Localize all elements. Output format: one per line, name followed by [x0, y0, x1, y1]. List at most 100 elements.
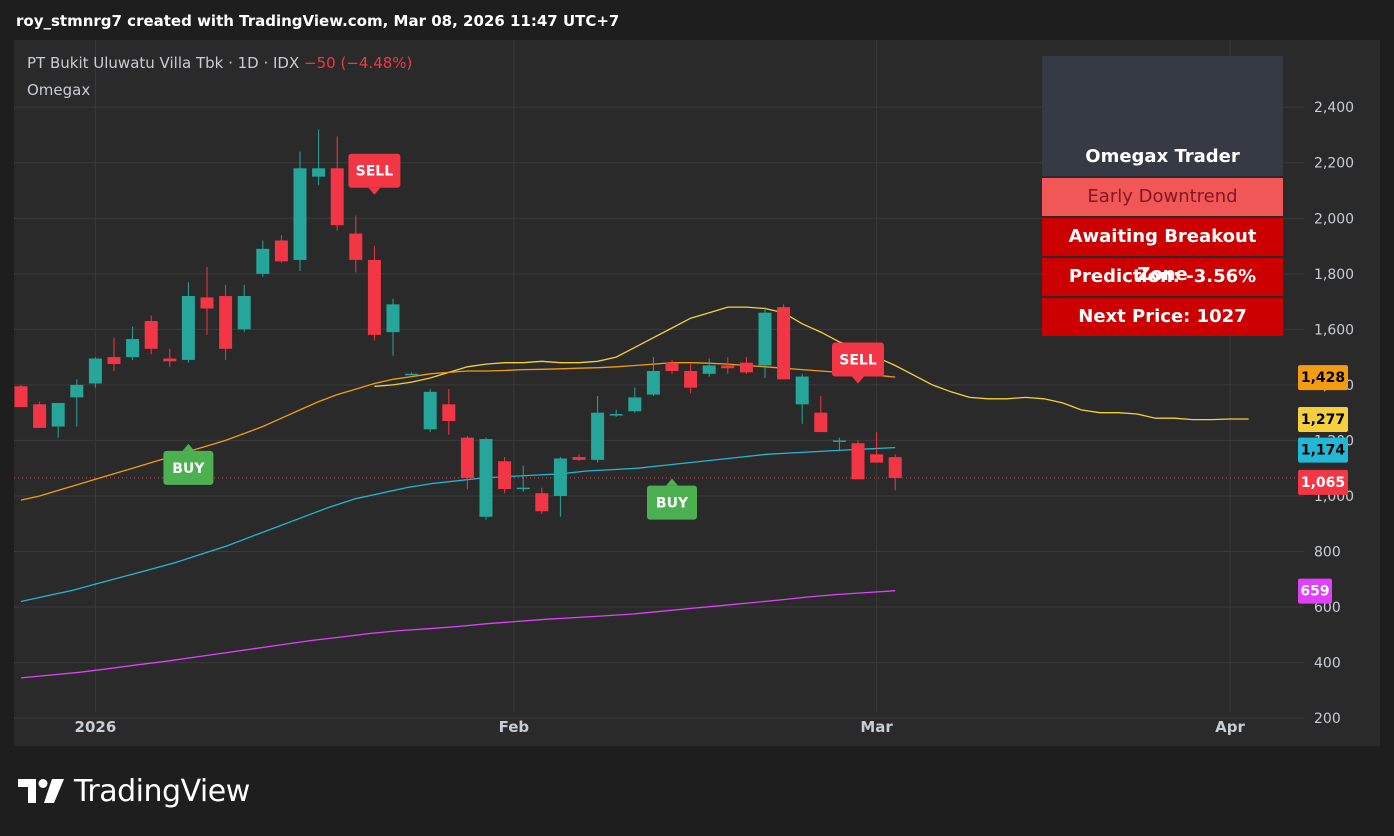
- candle-body: [107, 357, 121, 365]
- price-label-box: [1298, 469, 1348, 495]
- price-label-text: 1,277: [1301, 412, 1345, 428]
- candle-body: [777, 307, 791, 380]
- candle: [163, 348, 177, 367]
- candle: [739, 357, 753, 374]
- badge-box: [647, 485, 697, 520]
- candle-body: [293, 168, 307, 260]
- candle: [423, 389, 437, 433]
- candle-body: [144, 321, 158, 349]
- candle: [442, 389, 456, 435]
- candle: [832, 437, 846, 452]
- candle: [553, 457, 567, 517]
- y-tick-label: 2,200: [1314, 156, 1354, 172]
- candle-body: [591, 412, 605, 460]
- moving-average-line: [20, 446, 896, 603]
- candle-body: [535, 493, 549, 512]
- candle-body: [88, 358, 102, 384]
- candle: [702, 358, 716, 377]
- candle: [367, 246, 381, 341]
- badge-box: [163, 450, 214, 485]
- omegax-trader-panel: Omegax Trader Early Downtrend Awaiting B…: [1042, 56, 1283, 336]
- candle: [572, 454, 586, 462]
- panel-prediction: Prediction: -3.56%: [1042, 256, 1283, 296]
- candle-body: [460, 437, 474, 478]
- candle: [758, 307, 772, 378]
- candle: [88, 357, 102, 388]
- badge-pointer: [852, 376, 864, 384]
- candle: [312, 129, 326, 185]
- x-tick-label: 2026: [75, 718, 117, 736]
- candle: [256, 240, 270, 277]
- candle-body: [219, 296, 233, 349]
- candle: [498, 457, 512, 494]
- candle-body: [888, 457, 902, 478]
- indicator-name[interactable]: Omegax: [27, 81, 91, 99]
- price-label-text: 1,428: [1301, 370, 1345, 386]
- candle-body: [814, 412, 828, 433]
- candle-body: [665, 362, 679, 372]
- price-label-box: [1298, 365, 1348, 391]
- candle-body: [628, 397, 642, 412]
- candle: [200, 266, 214, 335]
- x-tick-label: Mar: [860, 718, 893, 736]
- candle-body: [312, 168, 326, 177]
- x-tick-label: Apr: [1215, 718, 1245, 736]
- candle-body: [572, 457, 586, 460]
- candle-body: [516, 487, 530, 490]
- candle: [814, 396, 828, 433]
- price-labels: 1,428 1,277 1,174 1,065 659: [1298, 365, 1348, 604]
- signal-badges: BUY SELL BUY SELL: [163, 153, 884, 520]
- candle: [684, 364, 698, 394]
- candle-body: [795, 376, 809, 405]
- candle: [888, 454, 902, 491]
- buy-signal-badge: BUY: [163, 443, 214, 485]
- y-tick-label: 800: [1314, 545, 1341, 561]
- panel-trend: Early Downtrend: [1042, 176, 1283, 216]
- candle-body: [367, 259, 381, 335]
- candle-body: [739, 362, 753, 373]
- candle-body: [274, 240, 288, 262]
- candle: [14, 384, 28, 408]
- candle: [721, 357, 735, 374]
- symbol-legend[interactable]: PT Bukit Uluwatu Villa Tbk · 1D · IDX −5…: [27, 54, 412, 72]
- candle-body: [684, 371, 698, 388]
- candle-body: [386, 304, 400, 333]
- price-label-4: 659: [1298, 578, 1332, 604]
- x-tick-label: Feb: [499, 718, 530, 736]
- candle: [870, 432, 884, 463]
- y-tick-label: 2,400: [1314, 100, 1354, 116]
- y-tick-label: 600: [1314, 600, 1341, 616]
- candle-body: [237, 296, 251, 330]
- buy-signal-badge: BUY: [647, 478, 697, 520]
- time-axis: 2026 Feb Mar Apr: [75, 718, 1246, 736]
- moving-average-line: [20, 590, 896, 679]
- price-label-2: 1,174: [1298, 437, 1348, 463]
- panel-next-price: Next Price: 1027: [1042, 296, 1283, 336]
- candles: [14, 129, 902, 520]
- candle: [293, 151, 307, 272]
- price-label-3: 1,065: [1298, 469, 1348, 495]
- badge-label: SELL: [839, 353, 877, 369]
- candle: [516, 465, 530, 492]
- y-tick-label: 1,800: [1314, 267, 1354, 283]
- candle: [107, 337, 121, 372]
- tradingview-brand[interactable]: TradingView: [18, 773, 250, 809]
- price-label-1: 1,277: [1298, 407, 1348, 433]
- candle: [144, 315, 158, 355]
- candle-body: [851, 443, 865, 480]
- chart-author-header: roy_stmnrg7 created with TradingView.com…: [16, 12, 620, 30]
- candle: [237, 284, 251, 333]
- moving-average-line: [20, 362, 896, 501]
- candle-body: [609, 414, 623, 416]
- candle: [330, 136, 344, 231]
- candle: [535, 487, 549, 515]
- candle-body: [498, 461, 512, 490]
- candle: [795, 373, 809, 424]
- badge-label: BUY: [656, 496, 689, 512]
- candle-body: [702, 365, 716, 374]
- candle: [274, 234, 288, 263]
- candle-body: [163, 358, 177, 362]
- candle: [460, 436, 474, 490]
